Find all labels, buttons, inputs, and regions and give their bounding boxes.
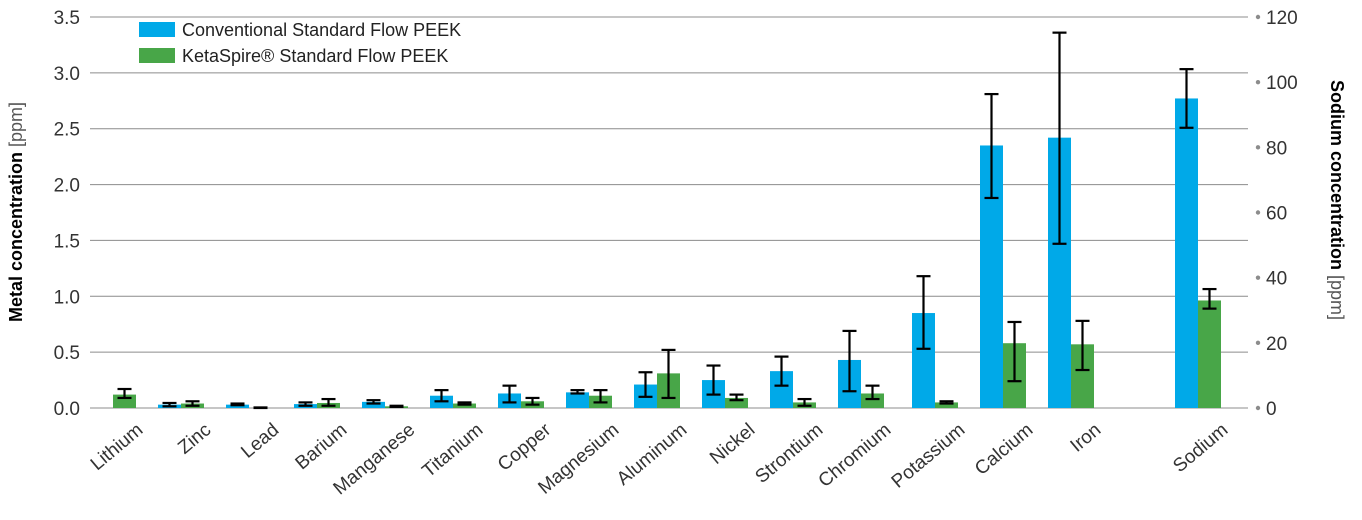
bar-ketaspire-titanium — [453, 403, 476, 408]
y2-tick-label: 60 — [1266, 204, 1287, 225]
x-tick-label-potassium: Potassium — [888, 419, 969, 492]
errorbar-conventional-aluminum — [638, 371, 653, 398]
error-bars — [117, 31, 1217, 410]
legend-swatch-conventional — [139, 22, 175, 37]
y-tick-label: 1.5 — [54, 231, 80, 252]
bar-ketaspire-sodium — [1198, 300, 1221, 408]
errorbar-ketaspire-strontium — [797, 397, 812, 407]
bar-conventional-sodium — [1175, 98, 1198, 408]
errorbar-ketaspire-potassium — [939, 400, 954, 405]
x-tick-label-zinc: Zinc — [174, 419, 215, 458]
x-tick-label-calcium: Calcium — [971, 419, 1037, 479]
errorbar-conventional-zinc — [162, 401, 177, 408]
errorbar-ketaspire-aluminum — [661, 348, 676, 400]
y2-tick-label: 20 — [1266, 334, 1287, 355]
y2-tick-dot — [1255, 275, 1261, 280]
y2-tick-dot — [1255, 210, 1261, 215]
x-tick-label-barium: Barium — [292, 419, 352, 474]
errorbar-conventional-calcium — [984, 92, 999, 200]
y-tick-label: 0.5 — [54, 343, 80, 364]
bar-conventional-potassium — [912, 313, 935, 408]
y-tick-label: 3.0 — [54, 64, 80, 85]
legend-label-conventional: Conventional Standard Flow PEEK — [182, 20, 461, 40]
y-tick-label: 3.5 — [54, 8, 80, 29]
y-axis-title-main: Metal concentration — [6, 152, 26, 322]
y-tick-label: 0.0 — [54, 399, 80, 420]
errorbar-conventional-barium — [298, 401, 313, 407]
y-tick-label: 2.0 — [54, 176, 80, 197]
errorbar-ketaspire-manganese — [389, 404, 404, 408]
y2-tick-label: 0 — [1266, 399, 1277, 420]
y2-tick-label: 120 — [1266, 8, 1298, 29]
errorbar-conventional-potassium — [916, 275, 931, 350]
errorbar-ketaspire-titanium — [457, 401, 472, 406]
errorbar-conventional-strontium — [774, 355, 789, 387]
x-tick-label-nickel: Nickel — [706, 419, 759, 468]
y2-tick-dot — [1255, 14, 1261, 20]
bars — [113, 98, 1221, 408]
legend: Conventional Standard Flow PEEK KetaSpir… — [139, 20, 461, 66]
errorbar-ketaspire-nickel — [729, 393, 744, 402]
errorbar-ketaspire-zinc — [185, 400, 200, 407]
errorbar-ketaspire-lithium — [117, 387, 132, 400]
bar-ketaspire-potassium — [935, 402, 958, 408]
legend-swatch-ketaspire — [139, 48, 175, 63]
errorbar-ketaspire-copper — [525, 396, 540, 406]
y2-tick-label: 40 — [1266, 269, 1287, 290]
y-tick-label: 1.0 — [54, 287, 80, 308]
y-axis-title: Metal concentration [ppm] — [6, 102, 26, 322]
y2-axis-title-unit: [ppm] — [1327, 270, 1347, 320]
x-tick-label-copper: Copper — [494, 419, 556, 476]
x-tick-label-iron: Iron — [1067, 419, 1106, 456]
x-tick-label-titanium: Titanium — [418, 419, 487, 481]
y2-tick-dot — [1255, 340, 1261, 346]
x-tick-label-chromium: Chromium — [815, 419, 896, 491]
errorbar-conventional-copper — [502, 384, 517, 404]
errorbar-ketaspire-iron — [1075, 319, 1090, 372]
x-tick-label-aluminum: Aluminum — [613, 419, 691, 489]
errorbar-conventional-sodium — [1179, 68, 1194, 129]
errorbar-conventional-lead — [230, 402, 245, 407]
bar-conventional-magnesium — [566, 392, 589, 408]
y-axis-left: 0.0 0.5 1.0 1.5 2.0 2.5 3.0 3.5 — [54, 8, 80, 420]
y-tick-label: 2.5 — [54, 120, 80, 141]
y2-tick-label: 100 — [1266, 73, 1298, 94]
bar-conventional-iron — [1048, 137, 1071, 408]
errorbar-conventional-magnesium — [570, 389, 585, 395]
errorbar-ketaspire-magnesium — [593, 389, 608, 404]
errorbar-conventional-chromium — [842, 329, 857, 393]
errorbar-ketaspire-chromium — [865, 384, 880, 401]
errorbar-conventional-nickel — [706, 364, 721, 396]
x-tick-label-lead: Lead — [237, 419, 283, 462]
errorbar-ketaspire-lead — [253, 406, 268, 410]
errorbar-conventional-titanium — [434, 389, 449, 403]
y2-tick-dot — [1255, 145, 1261, 150]
bar-conventional-strontium — [770, 371, 793, 408]
x-tick-label-sodium: Sodium — [1169, 419, 1232, 476]
y-axis-title-unit: [ppm] — [6, 102, 26, 152]
y2-axis-title: Sodium concentration [ppm] — [1327, 80, 1347, 320]
y2-tick-dot — [1255, 405, 1261, 411]
errorbar-conventional-manganese — [366, 399, 381, 405]
bar-ketaspire-chromium — [861, 393, 884, 408]
errorbar-ketaspire-sodium — [1202, 287, 1217, 310]
bar-ketaspire-nickel — [725, 397, 748, 408]
bar-conventional-lead — [226, 404, 249, 408]
bar-conventional-calcium — [980, 145, 1003, 408]
x-tick-label-lithium: Lithium — [87, 419, 147, 474]
errorbar-ketaspire-calcium — [1007, 320, 1022, 383]
y2-tick-dot — [1255, 79, 1261, 85]
errorbar-conventional-iron — [1052, 31, 1067, 245]
bar-ketaspire-iron — [1071, 344, 1094, 408]
legend-label-ketaspire: KetaSpire® Standard Flow PEEK — [182, 46, 448, 66]
bar-conventional-manganese — [362, 401, 385, 408]
y2-axis-title-main: Sodium concentration — [1327, 80, 1347, 270]
y2-tick-label: 80 — [1266, 138, 1287, 159]
y-axis-right: 0 20 40 60 80 100 120 — [1255, 8, 1298, 420]
grid-lines — [90, 16, 1248, 409]
errorbar-ketaspire-barium — [321, 397, 336, 407]
